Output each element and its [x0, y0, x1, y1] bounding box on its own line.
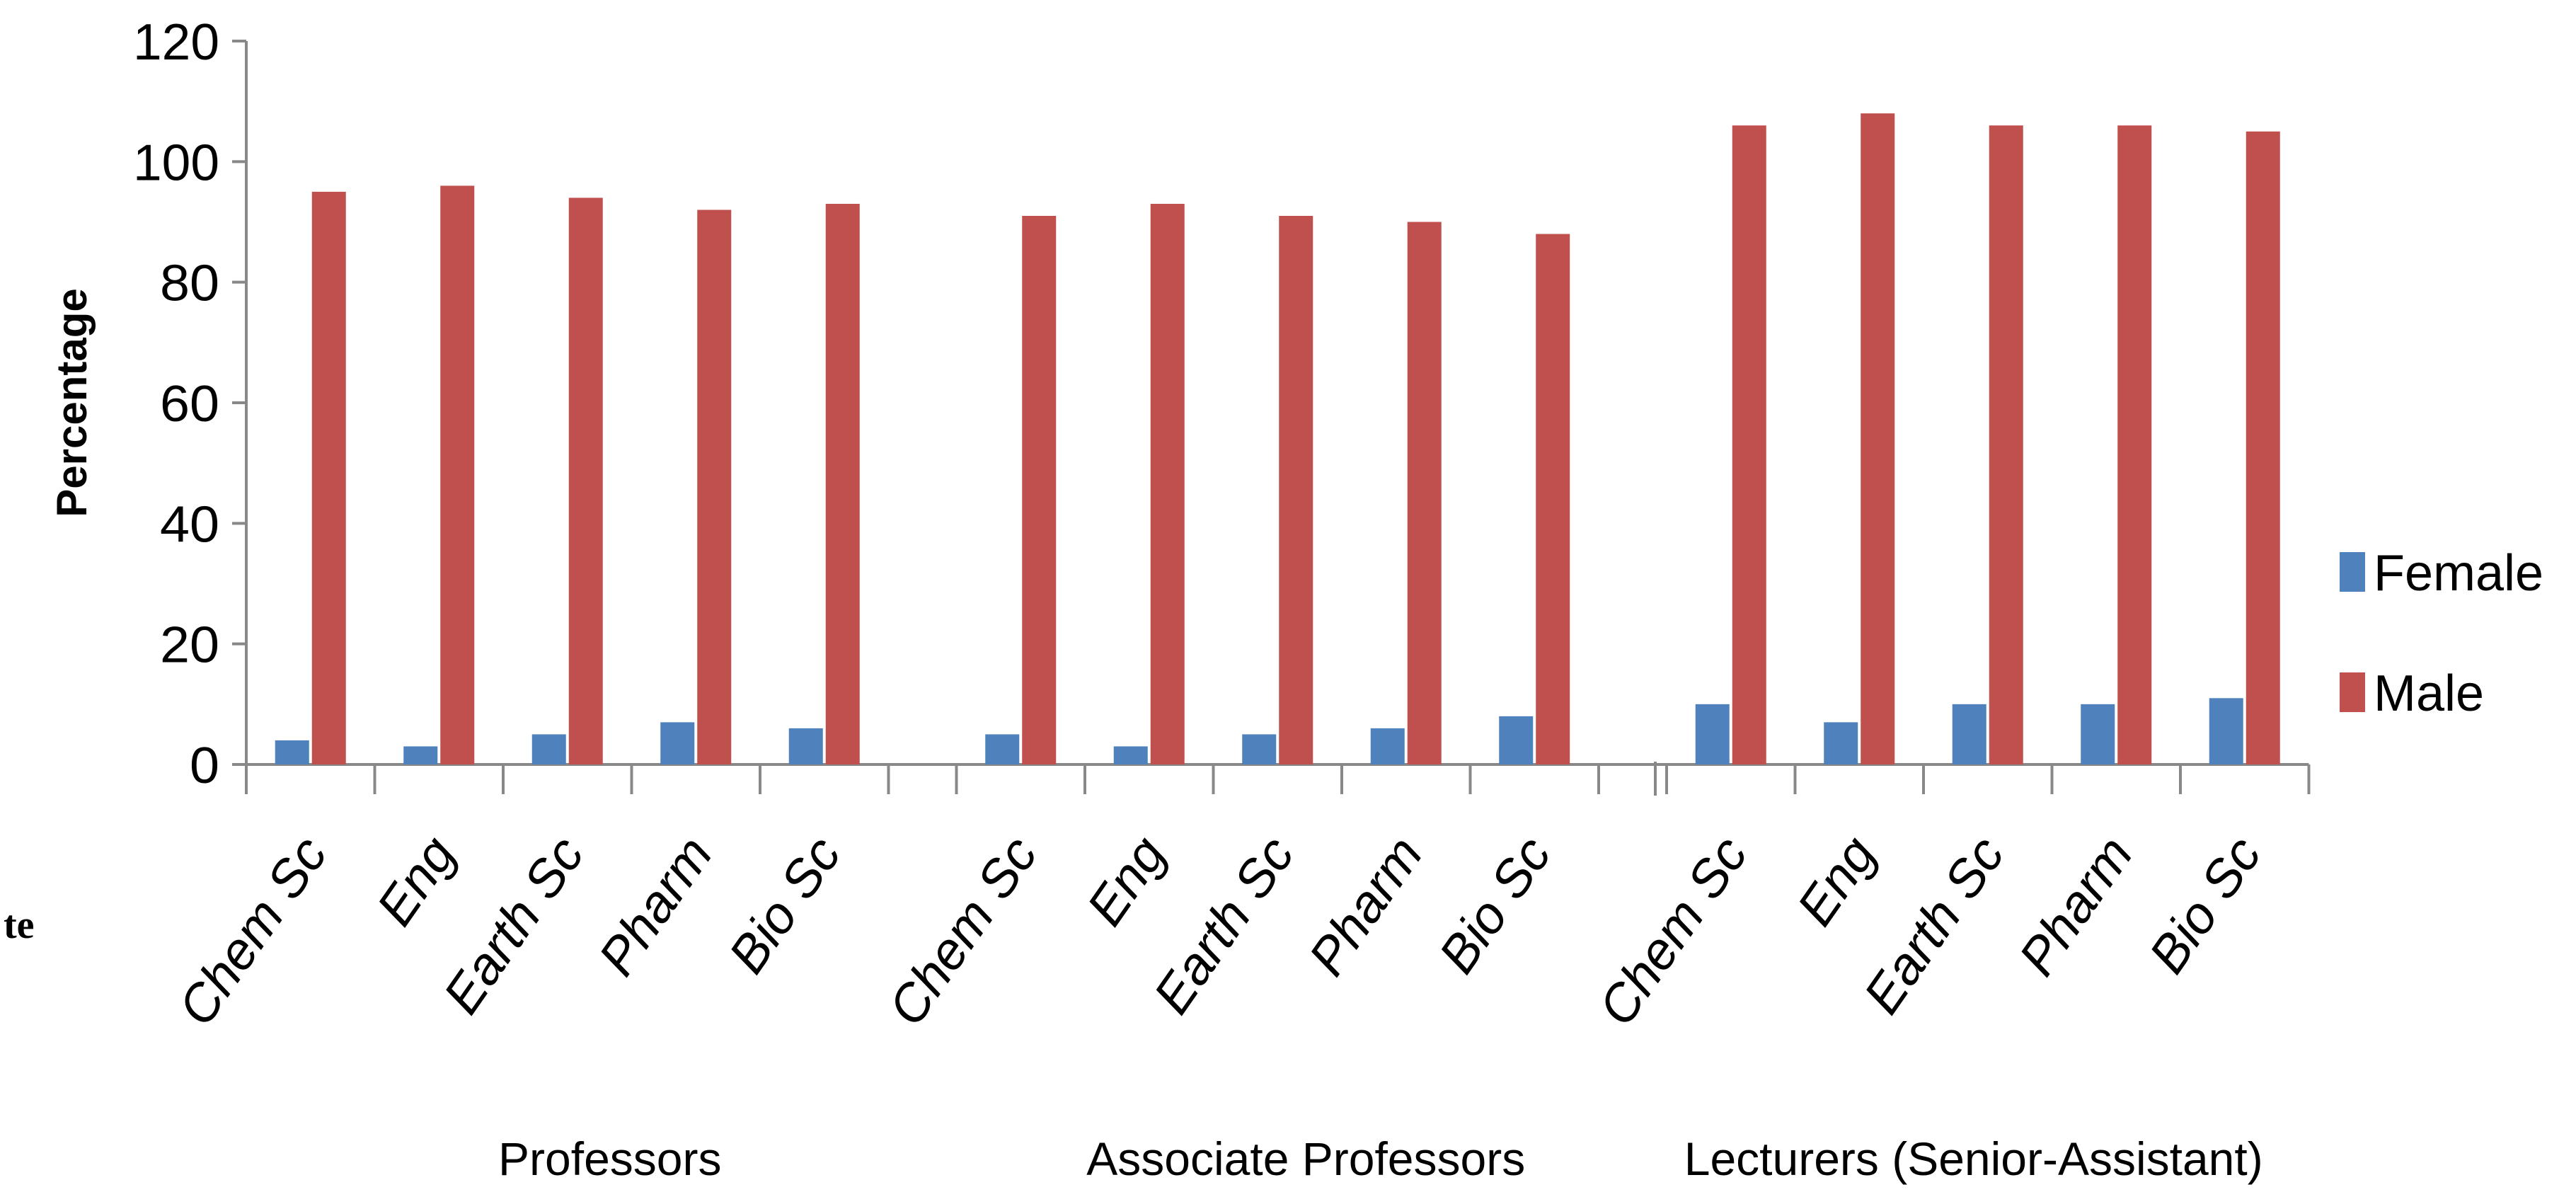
y-tick-label: 0 [190, 738, 219, 794]
x-group-label: Associate Professors [1086, 1133, 1525, 1185]
y-axis-title: Percentage [48, 288, 96, 517]
x-category-label: Bio Sc [717, 826, 852, 984]
bar-female [788, 728, 823, 764]
bar-male [2246, 131, 2280, 764]
bar-female [403, 746, 438, 764]
y-tick-label: 60 [160, 376, 219, 432]
y-tick-label: 80 [160, 256, 219, 312]
y-tick-label: 40 [160, 496, 219, 553]
bar-male [1536, 234, 1570, 764]
legend-label-female: Female [2374, 545, 2543, 602]
bar-female [985, 734, 1020, 764]
bar-female [2209, 698, 2243, 764]
bar-female [275, 740, 309, 764]
left-edge-text-fragment: te [4, 903, 35, 947]
bar-male [311, 191, 346, 765]
legend-swatch-female [2340, 552, 2365, 592]
bar-male [1022, 215, 1057, 764]
x-category-label: Bio Sc [2137, 826, 2272, 984]
bar-male [1407, 222, 1442, 764]
x-group-label: Professors [498, 1133, 721, 1185]
bar-female [1499, 716, 1534, 764]
x-category-label: Pharm [2007, 826, 2144, 986]
x-category-label: Chem Sc [166, 826, 338, 1036]
bar-female [1370, 728, 1405, 764]
x-group-label: Lecturers (Senior-Assistant) [1684, 1133, 2263, 1185]
x-category-label: Chem Sc [877, 826, 1049, 1036]
x-category-label: Pharm [1297, 826, 1434, 986]
bar-female [1824, 722, 1858, 764]
x-category-label: Bio Sc [1427, 826, 1563, 984]
x-category-label: Eng [1786, 826, 1887, 936]
bar-female [1695, 704, 1730, 764]
x-category-label: Eng [365, 826, 467, 936]
bar-female [1952, 704, 1986, 764]
bar-male [440, 185, 475, 764]
bar-female [2081, 704, 2115, 764]
bar-male [2117, 125, 2152, 764]
bar-male [1279, 215, 1313, 764]
y-tick-label: 20 [160, 617, 219, 674]
y-tick-label: 100 [133, 134, 219, 191]
x-category-label: Eng [1075, 826, 1177, 936]
bar-female [531, 734, 566, 764]
bar-female [1242, 734, 1277, 764]
bar-male [1989, 125, 2023, 764]
bar-male [1150, 203, 1185, 764]
bar-male [1732, 125, 1766, 764]
bar-female [1113, 746, 1148, 764]
y-tick-label: 120 [133, 14, 219, 71]
bar-female [660, 722, 695, 764]
x-category-label: Pharm [587, 826, 723, 986]
bar-male [1861, 113, 1895, 764]
legend-swatch-male [2340, 672, 2365, 712]
x-category-label: Chem Sc [1587, 826, 1759, 1036]
legend-label-male: Male [2374, 665, 2484, 722]
bar-male [697, 210, 732, 764]
bar-male [568, 197, 603, 764]
bar-male [825, 203, 860, 764]
